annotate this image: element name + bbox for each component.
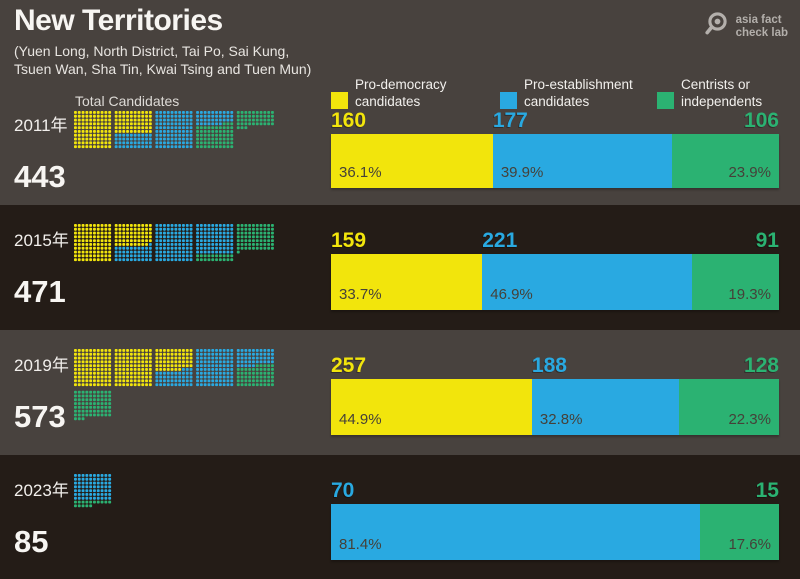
legend-label: Pro-democracy candidates <box>355 77 447 109</box>
legend: Pro-democracy candidates Pro-establishme… <box>0 76 800 110</box>
logo-wordmark: asia fact check lab <box>736 14 788 39</box>
centrists-swatch-icon <box>657 92 674 109</box>
legend-item-centrists: Centrists or independents <box>657 76 762 110</box>
total-candidates-value: 471 <box>14 274 66 309</box>
year-label: 2015年 <box>14 231 69 250</box>
year-label: 2023年 <box>14 481 69 500</box>
segment-percent: 32.8% <box>539 411 583 428</box>
segment-count: 91 <box>755 229 779 252</box>
segment-percent: 23.9% <box>728 164 771 181</box>
segment-percent: 46.9% <box>490 286 533 303</box>
segment-count: 106 <box>743 109 779 132</box>
segment-count: 160 <box>331 109 367 132</box>
stacked-bar: 44.9% 32.8% 22.3% <box>331 379 779 435</box>
page-subtitle: (Yuen Long, North District, Tai Po, Sai … <box>14 42 311 78</box>
stacked-bar: 81.4% 17.6% <box>331 504 779 560</box>
bar-segment: 22.3% <box>678 379 779 435</box>
year-slot-2015: 2015年 471 159 221 91 33.7% 46.9% 19.3% <box>0 205 800 330</box>
segment-percent: 22.3% <box>728 411 771 428</box>
pro-establishment-swatch-icon <box>500 92 517 109</box>
waffle-chart <box>74 224 278 267</box>
bar-area: 257 188 128 44.9% 32.8% 22.3% <box>331 330 779 455</box>
segment-count: 159 <box>331 229 367 252</box>
bar-segment: 19.3% <box>692 254 779 310</box>
bar-segment: 33.7% <box>331 254 483 310</box>
year-slot-2019: 2019年 573 257 188 128 44.9% 32.8% 22.3% <box>0 330 800 455</box>
segment-counts-row: 70 15 <box>331 479 779 503</box>
year-row: 2023年 85 70 15 81.4% 17.6% <box>0 455 800 579</box>
waffle-section-label: Total Candidates <box>75 93 180 109</box>
bar-area: 70 15 81.4% 17.6% <box>331 455 779 579</box>
year-label: 2011年 <box>14 116 68 135</box>
segment-counts-row: 159 221 91 <box>331 229 779 253</box>
segment-count: 15 <box>755 479 779 502</box>
page-title: New Territories <box>14 4 223 37</box>
legend-label: Pro-establishment candidates <box>524 77 633 109</box>
legend-item-pro-establishment: Pro-establishment candidates <box>500 76 633 110</box>
year-row: 2019年 573 257 188 128 44.9% 32.8% 22.3% <box>0 330 800 455</box>
afcl-logo: asia fact check lab <box>702 10 788 43</box>
bar-segment: 32.8% <box>531 379 679 435</box>
bar-area: 159 221 91 33.7% 46.9% 19.3% <box>331 205 779 330</box>
year-row: 2011年 443 160 177 106 36.1% 39.9% 23.9% <box>0 85 800 205</box>
bar-area: 160 177 106 36.1% 39.9% 23.9% <box>331 85 779 205</box>
bar-segment: 36.1% <box>331 134 493 188</box>
segment-percent: 17.6% <box>728 536 771 553</box>
year-slot-2023: 2023年 85 70 15 81.4% 17.6% <box>0 455 800 579</box>
segment-counts-row: 257 188 128 <box>331 354 779 378</box>
legend-label: Centrists or independents <box>681 77 763 109</box>
bar-segment: 44.9% <box>331 379 532 435</box>
stacked-bar: 36.1% 39.9% 23.9% <box>331 134 779 188</box>
band-2023: 2023年 85 70 15 81.4% 17.6% <box>0 455 800 579</box>
logo-line-1: asia fact <box>735 14 782 26</box>
waffle-chart <box>74 349 278 433</box>
segment-count: 257 <box>331 354 367 377</box>
legend-item-pro-democracy: Pro-democracy candidates <box>331 76 447 110</box>
band-2015: 2015年 471 159 221 91 33.7% 46.9% 19.3% <box>0 205 800 330</box>
bar-segment: 23.9% <box>671 134 779 188</box>
pro-democracy-swatch-icon <box>331 92 348 109</box>
bar-segment: 39.9% <box>492 134 672 188</box>
band-2011: New Territories (Yuen Long, North Distri… <box>0 0 800 205</box>
waffle-chart <box>74 111 278 154</box>
bar-segment: 81.4% <box>331 504 700 560</box>
total-candidates-value: 443 <box>14 159 66 194</box>
total-candidates-value: 573 <box>14 399 66 434</box>
total-candidates-value: 85 <box>14 524 49 559</box>
waffle-chart <box>74 474 278 517</box>
segment-count: 221 <box>482 229 518 252</box>
segment-count: 70 <box>331 479 355 502</box>
segment-count: 177 <box>492 109 528 132</box>
segment-counts-row: 160 177 106 <box>331 109 779 133</box>
segment-percent: 39.9% <box>500 164 544 181</box>
bar-segment: 46.9% <box>482 254 693 310</box>
subtitle-line-1: (Yuen Long, North District, Tai Po, Sai … <box>14 43 290 59</box>
subtitle-line-2: Tsuen Wan, Sha Tin, Kwai Tsing and Tuen … <box>14 61 312 77</box>
logo-line-2: check lab <box>735 26 788 39</box>
segment-percent: 33.7% <box>339 286 382 303</box>
segment-percent: 44.9% <box>339 411 382 428</box>
segment-count: 128 <box>743 354 779 377</box>
segment-percent: 81.4% <box>339 536 382 553</box>
bar-segment: 17.6% <box>699 504 779 560</box>
year-label: 2019年 <box>14 356 69 375</box>
segment-count: 188 <box>531 354 567 377</box>
band-2019: 2019年 573 257 188 128 44.9% 32.8% 22.3% <box>0 330 800 455</box>
year-row: 2015年 471 159 221 91 33.7% 46.9% 19.3% <box>0 205 800 330</box>
segment-percent: 36.1% <box>339 164 382 181</box>
magnifier-icon <box>702 10 730 43</box>
segment-percent: 19.3% <box>728 286 771 303</box>
year-slot-2011: 2011年 443 160 177 106 36.1% 39.9% 23.9% <box>0 85 800 205</box>
stacked-bar: 33.7% 46.9% 19.3% <box>331 254 779 310</box>
